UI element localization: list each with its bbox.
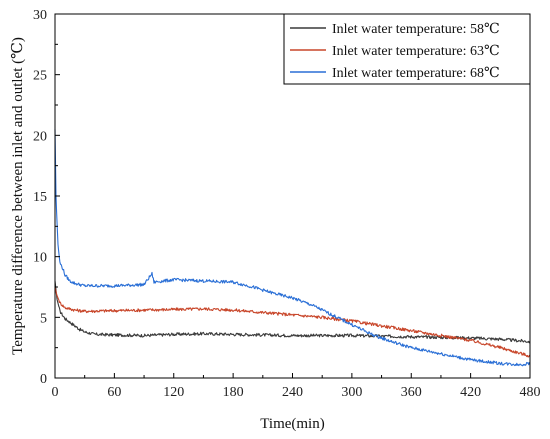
legend-label: Inlet water temperature: 58℃ bbox=[332, 22, 500, 37]
series-line bbox=[54, 129, 531, 367]
x-tick-label: 420 bbox=[460, 385, 481, 400]
x-tick-label: 120 bbox=[163, 385, 184, 400]
x-tick-label: 240 bbox=[282, 385, 303, 400]
series-line bbox=[54, 280, 531, 344]
y-tick-label: 10 bbox=[33, 251, 47, 266]
x-tick-label: 360 bbox=[401, 385, 422, 400]
series-line bbox=[54, 286, 531, 358]
y-axis-title: Temperature difference between inlet and… bbox=[10, 37, 26, 355]
y-tick-label: 5 bbox=[40, 311, 47, 326]
series-layer bbox=[54, 129, 531, 367]
y-tick-label: 30 bbox=[33, 8, 47, 23]
y-tick-label: 25 bbox=[33, 69, 47, 84]
x-tick-label: 0 bbox=[52, 385, 59, 400]
x-tick-label: 60 bbox=[107, 385, 121, 400]
y-tick-label: 0 bbox=[40, 372, 47, 387]
legend: Inlet water temperature: 58℃ Inlet water … bbox=[283, 13, 531, 85]
y-tick-label: 15 bbox=[33, 190, 47, 205]
x-axis-title: Time(min) bbox=[260, 416, 324, 432]
legend-label: Inlet water temperature: 63℃ bbox=[332, 44, 500, 59]
legend-label: Inlet water temperature: 68℃ bbox=[332, 66, 500, 81]
ticks-layer: 0 60 120 180 240 300 360 420 480 0 5 10 15 20 25 30 bbox=[33, 8, 541, 400]
x-tick-label: 300 bbox=[341, 385, 362, 400]
x-tick-label: 180 bbox=[223, 385, 244, 400]
y-tick-label: 20 bbox=[33, 129, 47, 144]
x-tick-label: 480 bbox=[520, 385, 541, 400]
